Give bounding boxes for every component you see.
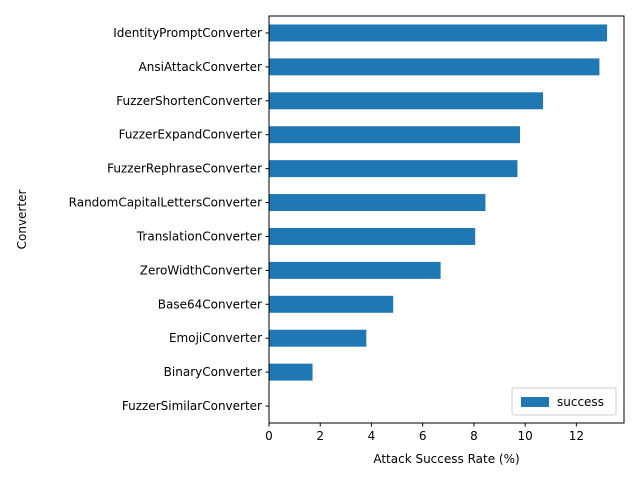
y-tick-label: FuzzerRephraseConverter <box>107 162 262 176</box>
x-tick-label: 0 <box>265 429 273 443</box>
bar-ZeroWidthConverter <box>269 261 441 279</box>
bar-FuzzerExpandConverter <box>269 126 521 144</box>
x-tick-label: 2 <box>316 429 324 443</box>
bar-AnsiAttackConverter <box>269 58 600 76</box>
legend-swatch <box>521 397 549 407</box>
y-axis-label: Converter <box>15 190 29 250</box>
y-tick-label: AnsiAttackConverter <box>139 60 263 74</box>
y-tick-label: FuzzerSimilarConverter <box>122 399 262 413</box>
bar-EmojiConverter <box>269 329 367 347</box>
x-tick-label: 12 <box>569 429 584 443</box>
bar-FuzzerShortenConverter <box>269 92 544 110</box>
bar-FuzzerRephraseConverter <box>269 160 518 178</box>
y-axis-ticks: IdentityPromptConverter AnsiAttackConvert… <box>69 26 269 413</box>
y-tick-label: TranslationConverter <box>136 229 262 243</box>
y-tick-label: FuzzerShortenConverter <box>116 94 262 108</box>
x-tick-label: 8 <box>470 429 478 443</box>
bar-TranslationConverter <box>269 227 476 245</box>
y-tick-label: IdentityPromptConverter <box>113 26 262 40</box>
x-tick-label: 10 <box>517 429 532 443</box>
x-tick-label: 4 <box>368 429 376 443</box>
y-tick-label: BinaryConverter <box>164 365 262 379</box>
legend-label: success <box>557 395 604 409</box>
x-tick-label: 6 <box>419 429 427 443</box>
y-tick-label: ZeroWidthConverter <box>140 263 262 277</box>
bars-group <box>269 24 608 381</box>
bar-BinaryConverter <box>269 363 313 381</box>
y-tick-label: FuzzerExpandConverter <box>119 128 262 142</box>
axes-frame <box>268 15 625 424</box>
legend-box <box>511 387 617 416</box>
legend: success <box>511 387 617 416</box>
bar-Base64Converter <box>269 295 394 313</box>
x-axis-ticks: 0 2 4 6 8 10 12 <box>265 423 584 443</box>
y-tick-label: Base64Converter <box>158 297 262 311</box>
y-tick-label: EmojiConverter <box>169 331 262 345</box>
bar-RandomCapitalLettersConverter <box>269 194 486 212</box>
bar-IdentityPromptConverter <box>269 24 608 42</box>
x-axis-label: Attack Success Rate (%) <box>373 452 519 466</box>
y-tick-label: RandomCapitalLettersConverter <box>69 196 262 210</box>
